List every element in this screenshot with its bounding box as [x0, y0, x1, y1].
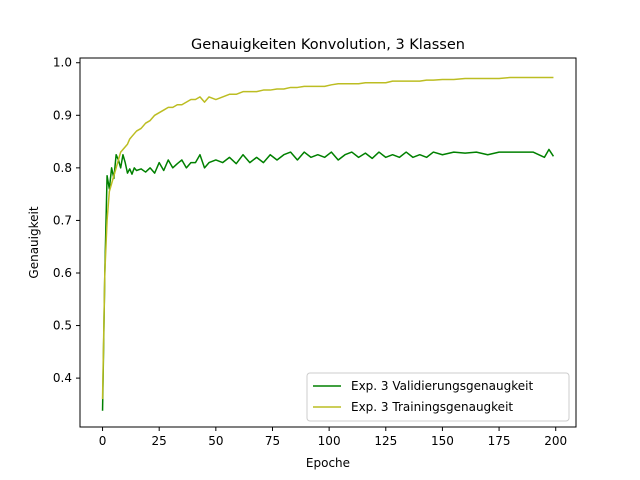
series-line-1 [101, 148, 555, 411]
x-tick-label: 0 [99, 434, 107, 448]
y-axis-ticks: 0.4 0.5 0.6 0.7 0.8 0.9 1.0 [53, 56, 80, 385]
plot-lines [101, 76, 555, 411]
series-line-2 [101, 76, 554, 400]
legend-label-1: Exp. 3 Validierungsgenaugkeit [351, 379, 533, 393]
y-axis-label: Genauigkeit [27, 206, 41, 278]
y-tick-label: 0.4 [53, 371, 72, 385]
x-tick-label: 175 [488, 434, 511, 448]
x-tick-label: 125 [374, 434, 397, 448]
x-tick-label: 150 [431, 434, 454, 448]
x-tick-label: 25 [152, 434, 167, 448]
y-tick-label: 0.9 [53, 108, 72, 122]
x-tick-label: 50 [208, 434, 223, 448]
chart-title: Genauigkeiten Konvolution, 3 Klassen [191, 37, 465, 53]
x-tick-label: 200 [544, 434, 567, 448]
legend: Exp. 3 Validierungsgenaugkeit Exp. 3 Trai… [306, 372, 570, 422]
y-tick-label: 0.6 [53, 266, 72, 280]
legend-box [306, 372, 570, 422]
y-tick-label: 1.0 [53, 56, 72, 70]
y-tick-label: 0.7 [53, 213, 72, 227]
x-tick-label: 75 [265, 434, 280, 448]
legend-label-2: Exp. 3 Trainingsgenaugkeit [351, 400, 513, 414]
x-tick-label: 100 [318, 434, 341, 448]
axes-frame [79, 57, 577, 428]
y-tick-label: 0.5 [53, 319, 72, 333]
x-axis-label: Epoche [306, 456, 350, 470]
y-tick-label: 0.8 [53, 161, 72, 175]
x-axis-ticks: 0 25 50 75 100 125 150 175 200 [99, 427, 567, 448]
